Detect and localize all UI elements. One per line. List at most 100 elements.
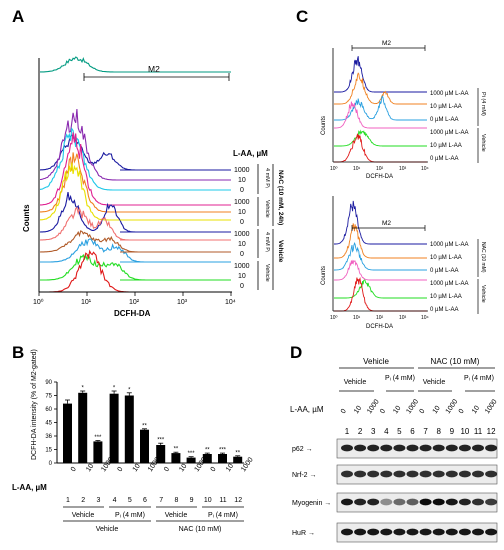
panel-c-top-x-tick: 10⁴ — [421, 166, 429, 172]
blot-conc-label: 1000 — [366, 398, 381, 415]
blot-band — [472, 470, 484, 478]
bar — [78, 392, 88, 463]
blot-band — [354, 470, 367, 478]
panel-d-conc-label: L-AA, µM — [290, 405, 324, 414]
blot-lane-number: 7 — [423, 427, 428, 436]
blot-band — [432, 444, 445, 452]
panel-c-top-histograms — [334, 56, 427, 163]
panel-c-legend-item: 1000 µM L-AA — [430, 242, 468, 248]
blot-band — [341, 528, 353, 536]
panel-c-top-group: Pi (4 mM) — [480, 92, 486, 116]
significance-mark: ** — [235, 450, 240, 456]
histogram-trace — [334, 95, 427, 121]
panel-b-bars: ***** ************* *** ** — [63, 386, 243, 463]
histogram-trace — [334, 72, 427, 105]
blot-lane-number: 3 — [371, 427, 376, 436]
panel-c-legend-item: 1000 µM L-AA — [430, 91, 468, 97]
bar — [93, 441, 103, 463]
histogram-trace — [40, 56, 231, 73]
histogram-trace — [334, 279, 427, 299]
panel-a-x-tick: 10¹ — [81, 299, 92, 306]
blot-band — [393, 498, 406, 506]
significance-mark: ** — [142, 423, 147, 429]
blot-band — [367, 444, 380, 452]
panel-a-main-group: NAC (10 mM, 24h) — [277, 170, 284, 225]
panel-c-legend-item: 10 µM L-AA — [430, 294, 462, 300]
histogram-trace — [40, 253, 231, 281]
blot-band — [485, 470, 498, 478]
panel-c-top-x-tick: 10² — [376, 166, 384, 172]
bar-lane-number: 10 — [204, 497, 212, 504]
histogram-trace — [334, 276, 427, 312]
panel-a-conc: 0 — [240, 187, 244, 194]
blot-band — [458, 528, 471, 536]
blot-band — [458, 498, 471, 506]
blot-lane-number: 8 — [436, 427, 441, 436]
panel-a-x-tick: 10⁰ — [33, 298, 44, 306]
panel-a-x-label: DCFH-DA — [114, 309, 151, 318]
blot-band — [432, 498, 445, 506]
blot-conc-label: 10 — [392, 405, 402, 415]
panel-c-bottom-legend: 1000 µM L-AA 10 µM L-AA 0 µM L-AA 1000 µ… — [430, 242, 468, 313]
blot-band — [419, 498, 432, 506]
panel-c-bottom-group: NAC (10 mM) — [480, 242, 486, 273]
bar-lane-number: 8 — [174, 497, 178, 504]
panel-a-histograms — [39, 56, 231, 293]
significance-mark: * — [128, 387, 131, 393]
panel-b-y-tick: 60 — [45, 407, 52, 413]
blot-band — [406, 470, 419, 478]
bar-category-label: 10 — [85, 463, 95, 473]
blot-conc-label: 10 — [471, 405, 481, 415]
panel-c-legend-item: 10 µM L-AA — [430, 104, 462, 110]
blot-lane-number: 4 — [384, 427, 389, 436]
blot-band — [393, 470, 406, 478]
panel-c-legend-item: 1000 µM L-AA — [430, 281, 468, 287]
panel-d-label: D — [290, 343, 302, 362]
bar — [140, 429, 149, 463]
panel-a-x-ticks: 10⁰ 10¹ 10² 10³ 10⁴ — [33, 292, 236, 306]
bar-category-label: 0 — [163, 466, 171, 473]
blot-band — [341, 444, 353, 452]
panel-a-y-label: Counts — [22, 204, 31, 232]
blot-band — [367, 528, 380, 536]
bar-category-label: 10 — [178, 463, 188, 473]
blot-band — [341, 498, 353, 506]
significance-mark: * — [82, 386, 85, 392]
bar — [171, 453, 181, 463]
panel-a-gate-label: M2 — [148, 64, 160, 74]
panel-b-sub-group: Pᵢ (4 mM) — [208, 512, 238, 519]
panel-c-top-x-label: DCFH-DA — [366, 174, 393, 180]
histogram-trace — [334, 223, 427, 259]
blot-protein-label: HuR → — [292, 530, 315, 537]
blot-band — [419, 470, 432, 478]
histogram-trace — [334, 242, 427, 271]
panel-c-bottom-x-tick: 10¹ — [353, 315, 361, 321]
panel-a-label: A — [12, 7, 24, 26]
blot-lane-number: 12 — [487, 427, 496, 436]
histogram-trace — [334, 259, 427, 281]
panel-b-sub-group: Vehicle — [72, 512, 95, 519]
blot-band — [419, 528, 432, 536]
panel-d-sub-group: Vehicle — [344, 379, 367, 386]
significance-mark: *** — [157, 438, 165, 444]
panel-c-top-x-tick: 10⁰ — [330, 166, 338, 172]
bar-lane-number: 12 — [234, 497, 242, 504]
panel-c-legend-item: 0 µM L-AA — [430, 268, 458, 274]
panel-c-top-gate-label: M2 — [382, 40, 391, 47]
panel-c-legend-item: 0 µM L-AA — [430, 156, 458, 162]
panel-a-sub-group: Vehicle — [264, 264, 270, 282]
panel-a-conc: 1000 — [234, 199, 250, 206]
blot-band — [393, 444, 406, 452]
blot-band — [406, 528, 419, 536]
panel-c-top-x-tick: 10¹ — [353, 166, 361, 172]
bar-lane-number: 1 — [66, 497, 70, 504]
panel-b-y-ticks: 90 75 60 45 36 15 0 — [45, 380, 57, 467]
bar-lane-number: 11 — [219, 497, 226, 504]
panel-c-bottom-gate-label: M2 — [382, 220, 391, 227]
panel-a: A M2 10⁰ 10¹ 10² 10³ 10⁴ DCFH-DA Counts … — [12, 7, 284, 318]
significance-mark: ** — [174, 447, 179, 453]
panel-a-conc: 0 — [240, 251, 244, 258]
blot-band — [472, 528, 484, 536]
